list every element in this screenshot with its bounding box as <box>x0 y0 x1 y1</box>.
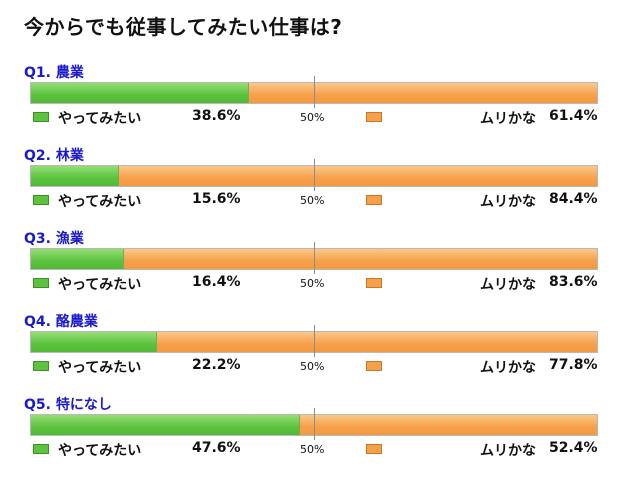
yes-legend-label: やってみたい <box>58 360 142 376</box>
midpoint-line <box>314 325 315 357</box>
question-block: Q2. 林業 やってみたい 15.6% 50% ムリかな 84.4% <box>0 145 626 225</box>
midpoint-label: 50% <box>300 111 325 124</box>
yes-legend-label: やってみたい <box>58 111 142 127</box>
question-label: Q1. 農業 <box>24 65 84 81</box>
question-block: Q1. 農業 やってみたい 38.6% 50% ムリかな 61.4% <box>0 62 626 142</box>
yes-bar-segment <box>31 249 124 269</box>
no-percent-label: 52.4% <box>549 440 598 456</box>
question-label: Q2. 林業 <box>24 148 84 164</box>
midpoint-label: 50% <box>300 194 325 207</box>
midpoint-line <box>314 408 315 440</box>
yes-legend-label: やってみたい <box>58 443 142 459</box>
yes-bar-segment <box>31 83 249 103</box>
chart-title: 今からでも従事してみたい仕事は? <box>24 15 343 39</box>
question-label: Q4. 酪農業 <box>24 314 98 330</box>
yes-legend-label: やってみたい <box>58 277 142 293</box>
no-percent-label: 83.6% <box>549 274 598 290</box>
no-legend-swatch <box>366 195 382 205</box>
question-label: Q3. 漁業 <box>24 231 84 247</box>
no-percent-label: 77.8% <box>549 357 598 373</box>
yes-percent-label: 16.4% <box>192 274 241 290</box>
yes-legend-label: やってみたい <box>58 194 142 210</box>
no-legend-swatch <box>366 361 382 371</box>
yes-legend-swatch <box>33 444 49 454</box>
question-block: Q3. 漁業 やってみたい 16.4% 50% ムリかな 83.6% <box>0 228 626 308</box>
yes-bar-segment <box>31 415 300 435</box>
no-percent-label: 61.4% <box>549 108 598 124</box>
yes-percent-label: 15.6% <box>192 191 241 207</box>
yes-percent-label: 22.2% <box>192 357 241 373</box>
question-block: Q5. 特になし やってみたい 47.6% 50% ムリかな 52.4% <box>0 394 626 474</box>
no-legend-label: ムリかな <box>480 360 536 376</box>
question-label: Q5. 特になし <box>24 397 112 413</box>
no-legend-label: ムリかな <box>480 277 536 293</box>
yes-legend-swatch <box>33 195 49 205</box>
midpoint-line <box>314 242 315 274</box>
no-legend-swatch <box>366 112 382 122</box>
no-legend-label: ムリかな <box>480 111 536 127</box>
no-legend-swatch <box>366 278 382 288</box>
yes-legend-swatch <box>33 361 49 371</box>
yes-bar-segment <box>31 166 119 186</box>
no-percent-label: 84.4% <box>549 191 598 207</box>
midpoint-line <box>314 159 315 191</box>
yes-percent-label: 47.6% <box>192 440 241 456</box>
yes-percent-label: 38.6% <box>192 108 241 124</box>
midpoint-label: 50% <box>300 277 325 290</box>
yes-legend-swatch <box>33 112 49 122</box>
yes-bar-segment <box>31 332 157 352</box>
no-legend-swatch <box>366 444 382 454</box>
midpoint-line <box>314 76 315 108</box>
question-block: Q4. 酪農業 やってみたい 22.2% 50% ムリかな 77.8% <box>0 311 626 391</box>
no-legend-label: ムリかな <box>480 194 536 210</box>
midpoint-label: 50% <box>300 360 325 373</box>
midpoint-label: 50% <box>300 443 325 456</box>
yes-legend-swatch <box>33 278 49 288</box>
no-legend-label: ムリかな <box>480 443 536 459</box>
